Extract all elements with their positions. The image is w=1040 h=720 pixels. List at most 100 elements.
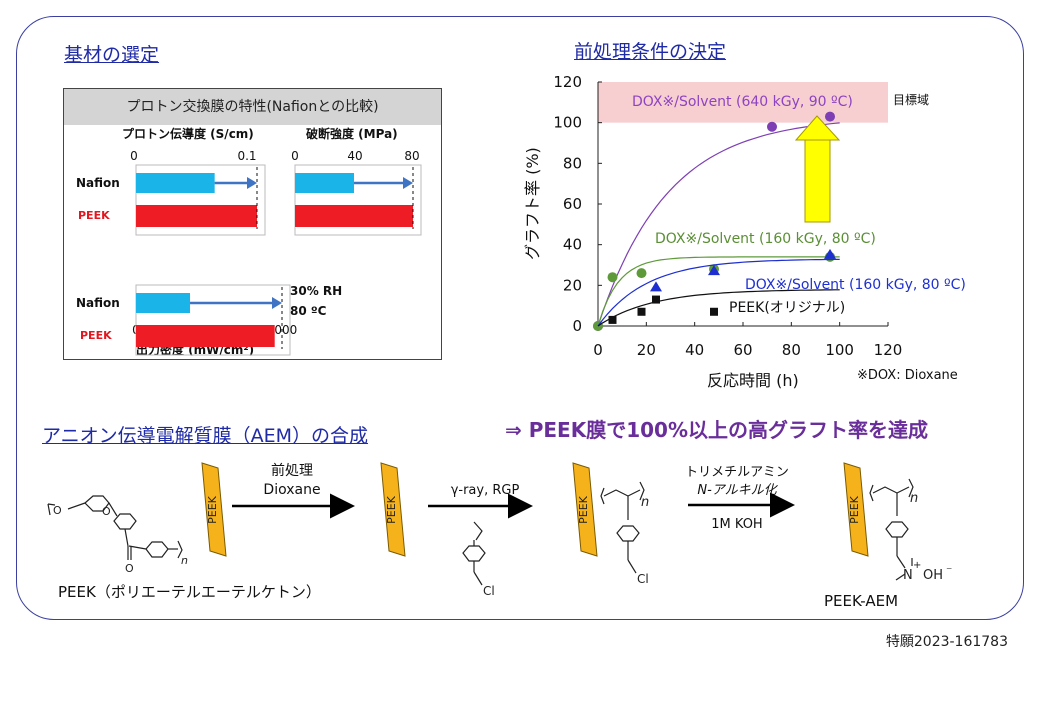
improvement-arrow xyxy=(794,115,841,223)
conductivity-axis-label: プロトン伝導度 (S/cm) xyxy=(122,126,254,141)
target-zone xyxy=(598,82,888,123)
target-zone-label: 目標域 xyxy=(893,93,929,107)
x-tick-label: 0 xyxy=(593,341,603,359)
conductivity-arrow-head xyxy=(247,177,257,189)
power-frame xyxy=(135,284,291,356)
grafted-chain-structure xyxy=(600,481,645,574)
step3-label-bottom: 1M KOH xyxy=(711,517,762,532)
peek-full-name: PEEK（ポリエーテルエーテルケトン） xyxy=(58,583,321,601)
data-point-1 xyxy=(607,272,618,283)
power-arrow-head xyxy=(272,297,282,309)
peek-label-1: PEEK xyxy=(78,209,110,222)
aem-hydroxide: OH xyxy=(923,568,943,583)
step2-label: γ-ray, RGP xyxy=(451,483,520,498)
conductivity-nafion-bar xyxy=(136,173,215,193)
peek-ketone-oxygen: O xyxy=(125,562,134,575)
x-tick-label: 40 xyxy=(685,341,704,359)
y-tick-label: 20 xyxy=(563,276,582,294)
vbc-cl-label: Cl xyxy=(483,584,495,598)
chart-footnote: ※DOX: Dioxane xyxy=(857,368,958,383)
chart-x-axis-label: 反応時間 (h) xyxy=(707,371,799,390)
content-frame xyxy=(16,16,1024,620)
product-label: PEEK-AEM xyxy=(824,592,898,610)
data-point-3 xyxy=(710,307,718,316)
properties-bars: プロトン伝導度 (S/cm) 破断強度 (MPa) 出力密度 (mW/cm²) … xyxy=(76,126,422,357)
conclusion-statement: ⇒ PEEK膜で100%以上の高グラフト率を達成 xyxy=(505,418,928,442)
y-tick-label: 40 xyxy=(563,236,582,254)
x-tick-label: 20 xyxy=(637,341,656,359)
properties-panel: プロトン交換膜の特性(Nafionとの比較) プロトン伝導度 (S/cm) 破断… xyxy=(63,88,442,360)
y-tick-label: 100 xyxy=(553,114,582,132)
legend-peek-original: PEEK(オリジナル) xyxy=(729,300,845,316)
peek-membrane-label-0: PEEK xyxy=(206,495,219,524)
peek-membrane-1 xyxy=(380,462,406,557)
step3-label-top-b: N-アルキル化 xyxy=(697,483,778,498)
patent-number: 特願2023-161783 xyxy=(885,634,1008,650)
grafted-subscript-n: n xyxy=(641,495,649,510)
data-point-3 xyxy=(637,307,646,316)
conductivity-tick-0: 0 xyxy=(130,149,138,163)
peek-label-2: PEEK xyxy=(80,329,112,342)
x-tick-label: 120 xyxy=(874,341,903,359)
grafted-cl-label: Cl xyxy=(637,572,649,586)
data-point-2 xyxy=(708,265,720,276)
peek-membrane-0 xyxy=(201,462,227,557)
nafion-label-2: Nafion xyxy=(76,296,120,310)
strength-arrow-head xyxy=(403,177,413,189)
aem-plus-charge: + xyxy=(913,560,921,571)
aem-subscript-n: n xyxy=(910,491,918,506)
data-point-1 xyxy=(636,268,647,279)
vinylbenzyl-chloride-structure xyxy=(462,521,486,586)
strength-nafion-bar xyxy=(295,173,354,193)
step1-label-top: 前処理 xyxy=(271,462,313,479)
fit-curve-3 xyxy=(597,289,840,327)
nafion-label-1: Nafion xyxy=(76,176,120,190)
power-peek-bar xyxy=(136,325,275,347)
strength-tick-1: 40 xyxy=(347,149,362,163)
x-tick-label: 60 xyxy=(733,341,752,359)
aem-nitrogen: N xyxy=(903,568,913,583)
data-point-2 xyxy=(650,281,662,292)
peek-subscript-n: n xyxy=(181,554,188,567)
y-tick-label: 120 xyxy=(553,73,582,91)
data-point-0 xyxy=(767,121,777,132)
heading-pretreatment-conditions: 前処理条件の決定 xyxy=(574,41,727,63)
y-tick-label: 0 xyxy=(572,317,582,335)
peek-oxygen-1: O xyxy=(53,504,62,517)
data-point-0 xyxy=(825,111,835,122)
strength-peek-bar xyxy=(295,205,413,227)
data-point-2 xyxy=(824,248,836,259)
y-tick-label: 60 xyxy=(563,195,582,213)
peek-oxygen-2: O xyxy=(102,505,111,518)
legend-160kgy-circle: DOX※/Solvent (160 kGy, 80 ºC) xyxy=(655,231,876,247)
fit-curve-0 xyxy=(597,122,840,327)
strength-frame xyxy=(294,164,422,236)
aem-minus-charge: ⁻ xyxy=(946,563,952,577)
properties-panel-title: プロトン交換膜の特性(Nafionとの比較) xyxy=(64,89,441,125)
conductivity-peek-bar xyxy=(136,205,257,227)
peek-membrane-label-1: PEEK xyxy=(385,495,398,524)
aem-structure xyxy=(869,478,914,581)
conductivity-tick-1: 0.1 xyxy=(237,149,256,163)
strength-axis-label: 破断強度 (MPa) xyxy=(306,126,398,141)
data-point-3 xyxy=(608,315,617,324)
x-tick-label: 80 xyxy=(782,341,801,359)
graft-ratio-chart: 目標域 0 20 40 60 80 100 120 0 20 40 60 80 100 120 DOX※/… xyxy=(523,73,966,390)
legend-160kgy-triangle: DOX※/Solvent (160 kGy, 80 ºC) xyxy=(745,277,966,293)
fit-curve-1 xyxy=(597,256,840,327)
step1-label-bottom: Dioxane xyxy=(263,482,320,498)
heading-substrate-selection: 基材の選定 xyxy=(64,44,160,66)
condition-temp: 80 ºC xyxy=(290,304,327,318)
peek-membrane-2 xyxy=(572,462,598,557)
fit-curve-2 xyxy=(597,258,840,327)
data-point-3 xyxy=(652,295,660,304)
peek-membrane-label-2: PEEK xyxy=(577,495,590,524)
peek-membrane-3 xyxy=(843,462,869,557)
strength-tick-2: 80 xyxy=(404,149,419,163)
peek-membrane-label-3: PEEK xyxy=(848,495,861,524)
heading-aem-synthesis: アニオン伝導電解質膜（AEM）の合成 xyxy=(42,425,369,447)
legend-640kgy: DOX※/Solvent (640 kGy, 90 ºC) xyxy=(632,94,853,110)
peek-structure xyxy=(47,495,183,560)
power-nafion-bar xyxy=(136,293,191,313)
